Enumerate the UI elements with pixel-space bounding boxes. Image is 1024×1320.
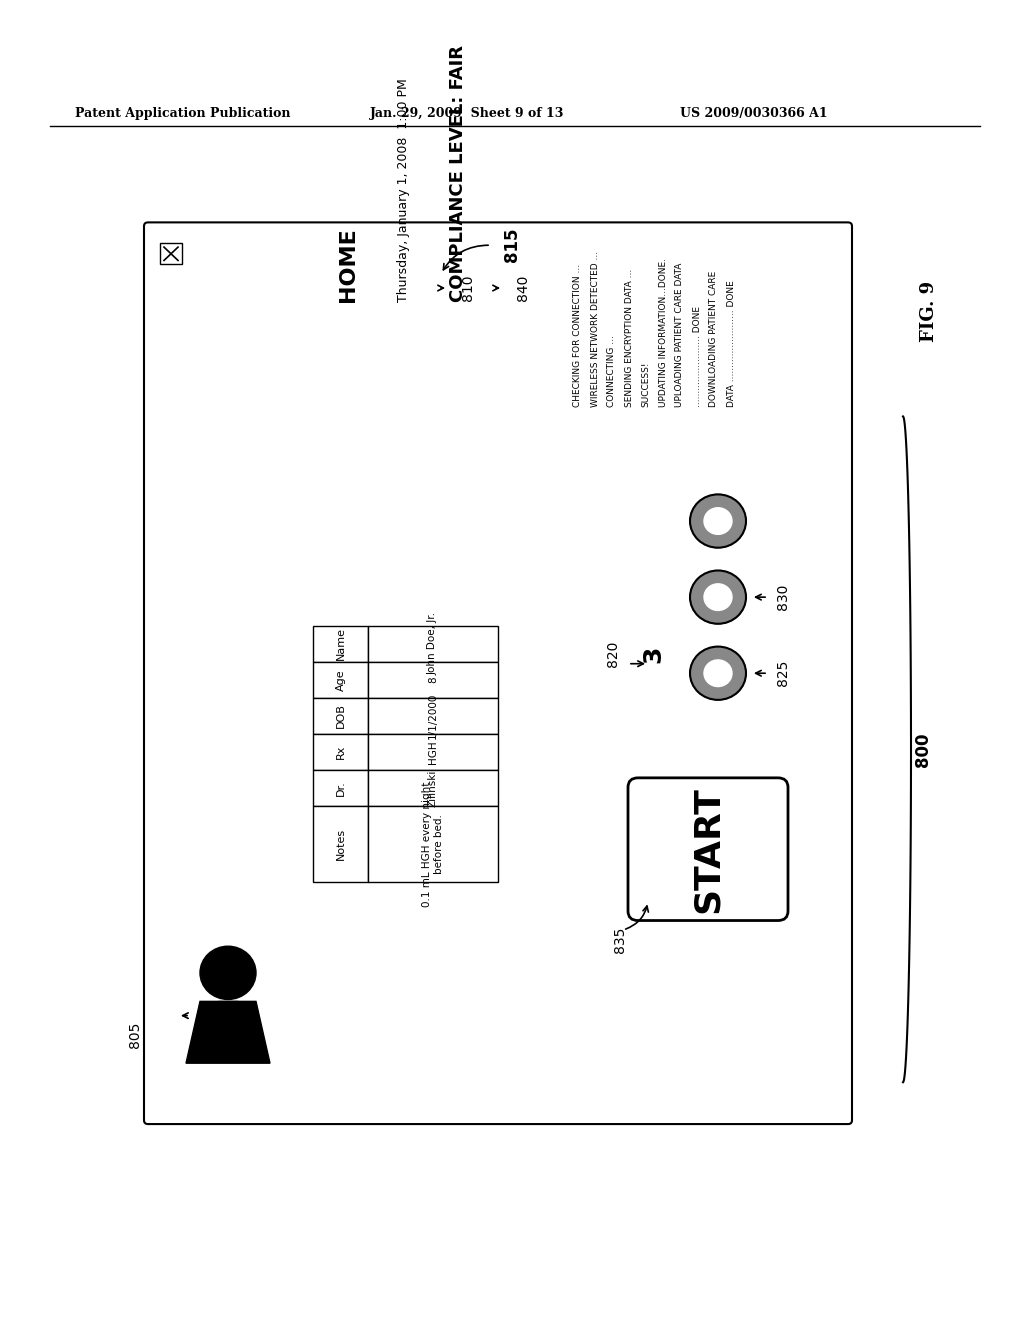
Text: COMPLIANCE LEVEL: FAIR: COMPLIANCE LEVEL: FAIR xyxy=(449,45,467,302)
Bar xyxy=(368,661,498,698)
Text: 800: 800 xyxy=(914,733,932,767)
Text: Zilinski: Zilinski xyxy=(428,770,438,807)
Circle shape xyxy=(705,583,732,610)
Text: DATA ......................... DONE: DATA ......................... DONE xyxy=(726,280,735,407)
Polygon shape xyxy=(186,1002,270,1063)
Text: CHECKING FOR CONNECTION ...: CHECKING FOR CONNECTION ... xyxy=(573,264,583,407)
Text: Age: Age xyxy=(336,669,345,690)
Text: Rx: Rx xyxy=(336,744,345,759)
Text: Name: Name xyxy=(336,627,345,660)
Text: 815: 815 xyxy=(503,228,521,263)
Circle shape xyxy=(690,495,746,548)
Text: 805: 805 xyxy=(128,1022,142,1048)
FancyBboxPatch shape xyxy=(628,777,788,920)
Text: US 2009/0030366 A1: US 2009/0030366 A1 xyxy=(680,107,827,120)
FancyBboxPatch shape xyxy=(144,222,852,1125)
Text: 835: 835 xyxy=(613,927,627,953)
Bar xyxy=(313,661,368,698)
Bar xyxy=(313,626,368,661)
Text: Notes: Notes xyxy=(336,829,345,861)
Polygon shape xyxy=(218,1002,238,1008)
Text: FIG. 9: FIG. 9 xyxy=(920,281,938,342)
Circle shape xyxy=(705,660,732,686)
Text: SENDING ENCRYPTION DATA ...: SENDING ENCRYPTION DATA ... xyxy=(625,269,634,407)
Text: John Doe, Jr.: John Doe, Jr. xyxy=(428,612,438,676)
Bar xyxy=(313,771,368,807)
Text: 825: 825 xyxy=(776,660,790,686)
Text: SUCCESS!: SUCCESS! xyxy=(641,362,650,407)
Bar xyxy=(368,771,498,807)
Bar xyxy=(313,698,368,734)
Circle shape xyxy=(690,570,746,624)
Text: Thursday, January 1, 2008  1:00 PM: Thursday, January 1, 2008 1:00 PM xyxy=(396,78,410,302)
Text: WIRELESS NETWORK DETECTED ...: WIRELESS NETWORK DETECTED ... xyxy=(591,251,599,407)
Bar xyxy=(313,807,368,883)
Text: HOME: HOME xyxy=(338,227,358,302)
Text: Patent Application Publication: Patent Application Publication xyxy=(75,107,291,120)
Circle shape xyxy=(200,946,256,999)
Text: START: START xyxy=(691,785,725,912)
Text: 820: 820 xyxy=(606,642,620,668)
Text: 830: 830 xyxy=(776,583,790,610)
Circle shape xyxy=(705,508,732,535)
Text: Dr.: Dr. xyxy=(336,780,345,796)
Text: 3: 3 xyxy=(641,645,665,663)
Text: UPDATING INFORMATION...DONE.: UPDATING INFORMATION...DONE. xyxy=(658,257,668,407)
Bar xyxy=(368,734,498,771)
Bar xyxy=(313,734,368,771)
Text: 1/1/2000: 1/1/2000 xyxy=(428,693,438,739)
Text: Jan. 29, 2009  Sheet 9 of 13: Jan. 29, 2009 Sheet 9 of 13 xyxy=(370,107,564,120)
Text: 810: 810 xyxy=(461,275,475,301)
Text: DOWNLOADING PATIENT CARE: DOWNLOADING PATIENT CARE xyxy=(710,271,719,407)
Text: UPLOADING PATIENT CARE DATA: UPLOADING PATIENT CARE DATA xyxy=(676,263,684,407)
Circle shape xyxy=(690,647,746,700)
Text: DOB: DOB xyxy=(336,704,345,729)
Text: HGH: HGH xyxy=(428,741,438,764)
Bar xyxy=(368,626,498,661)
Bar xyxy=(368,807,498,883)
Text: 0.1 mL HGH every night
before bed.: 0.1 mL HGH every night before bed. xyxy=(422,781,443,907)
Text: CONNECTING ...: CONNECTING ... xyxy=(607,335,616,407)
Text: 8: 8 xyxy=(428,677,438,684)
Bar xyxy=(368,698,498,734)
Text: ......................... DONE: ......................... DONE xyxy=(692,306,701,407)
Bar xyxy=(160,243,182,264)
Text: 840: 840 xyxy=(516,275,530,301)
